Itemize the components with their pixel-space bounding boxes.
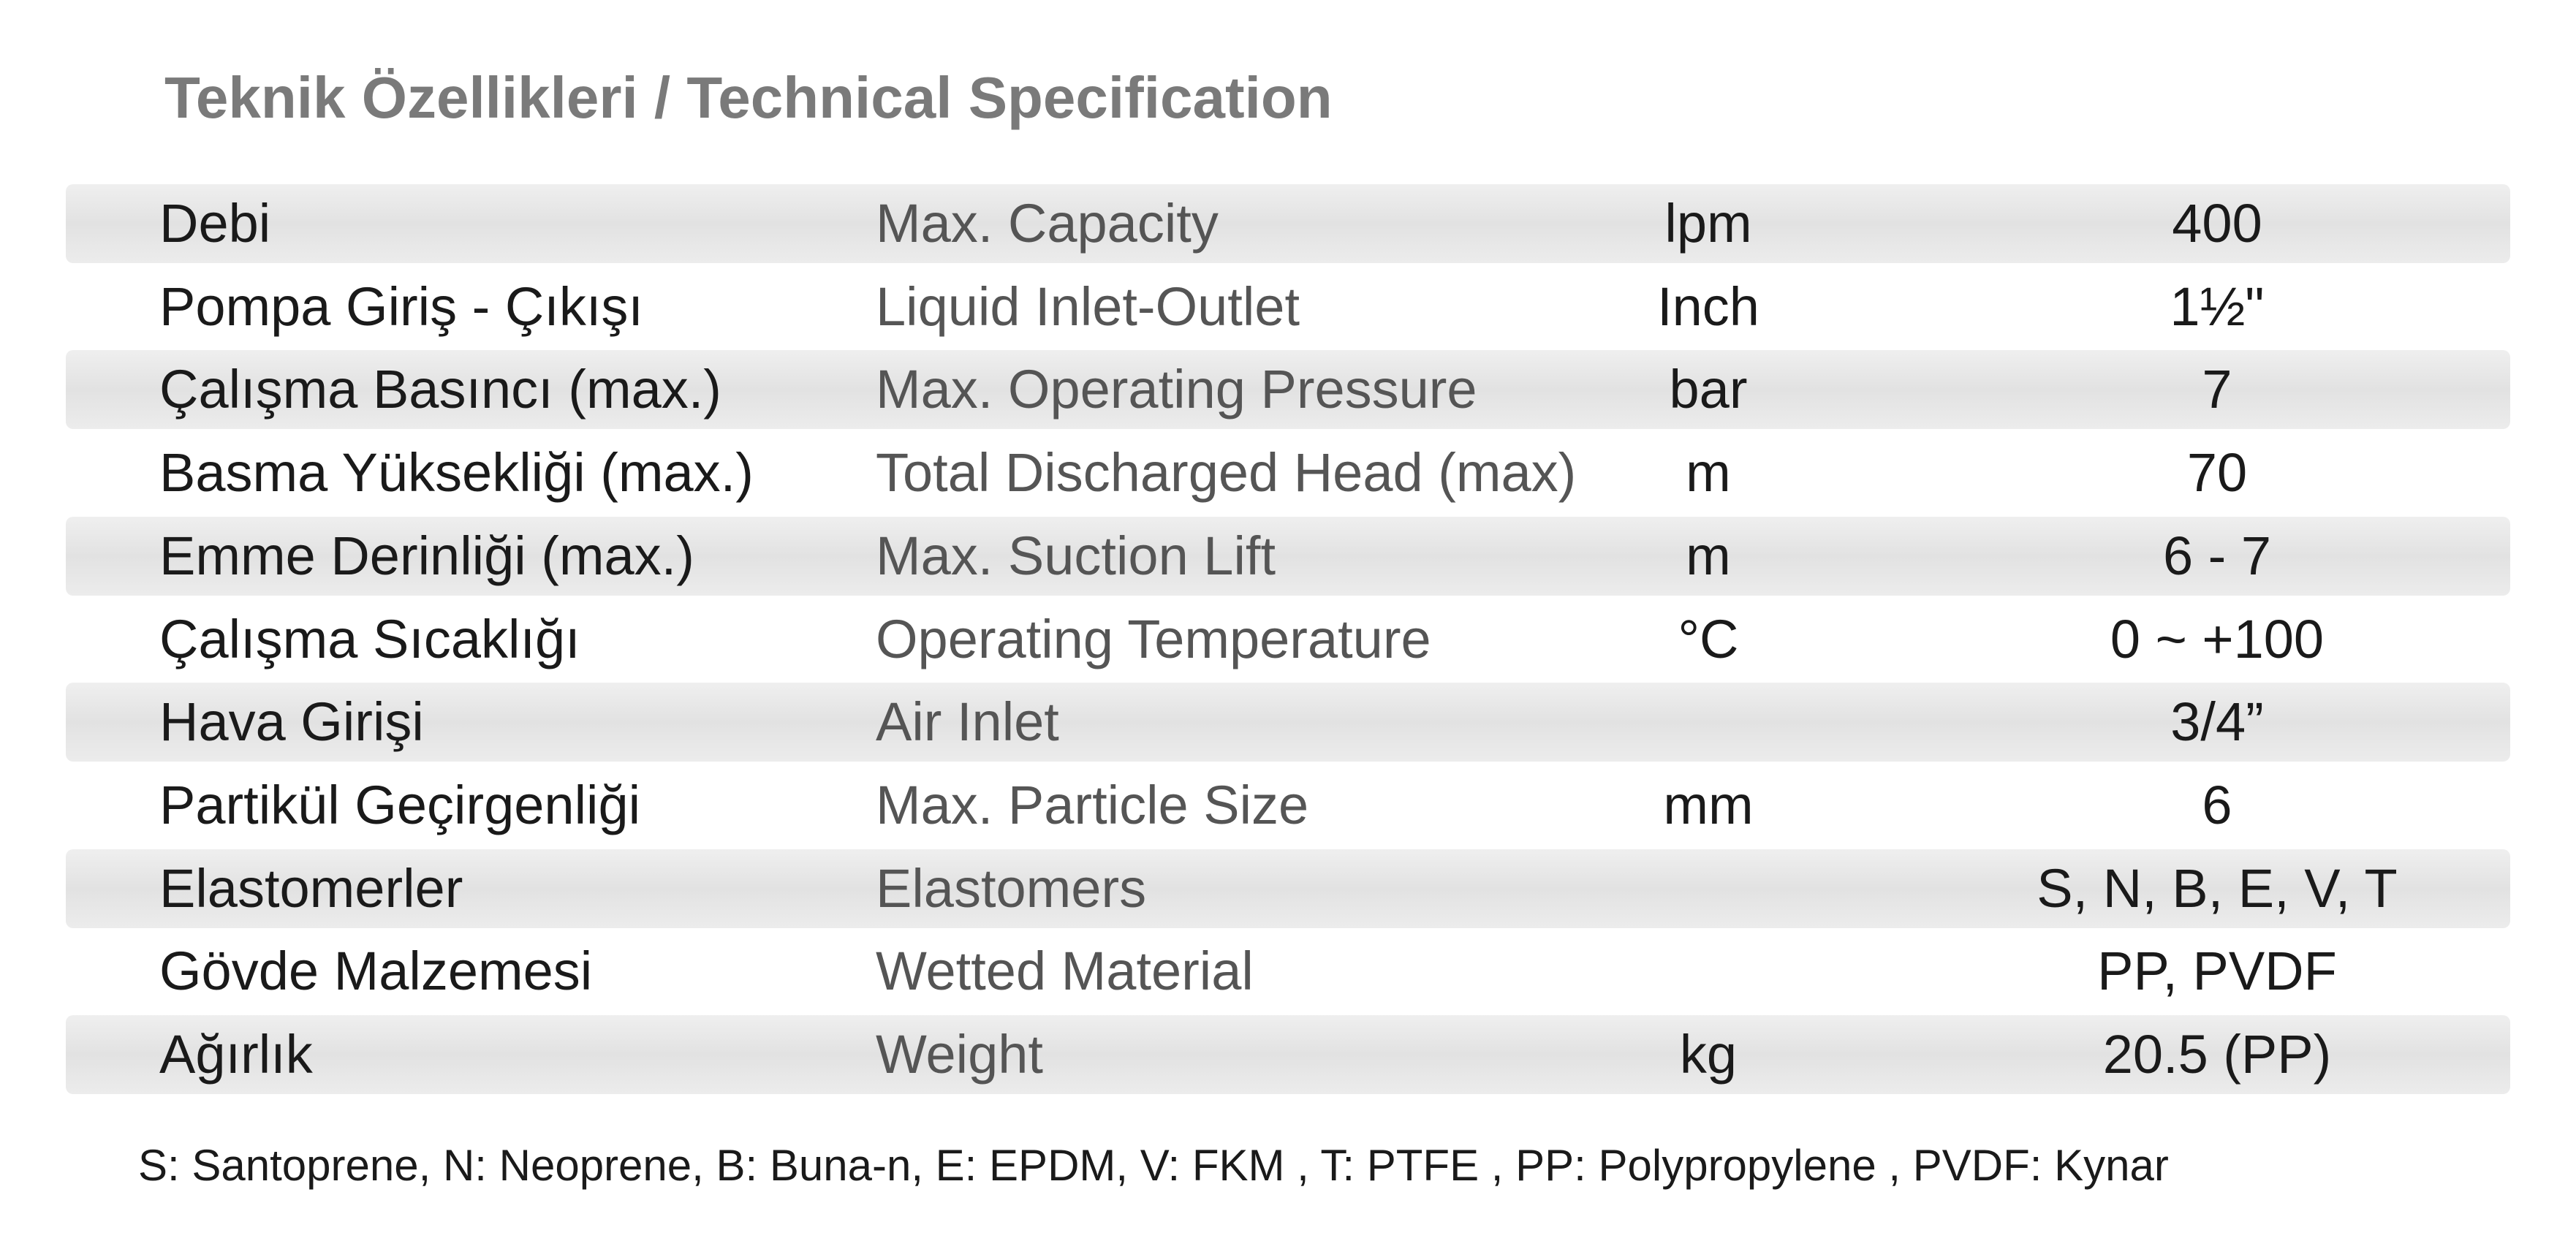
value: 6 xyxy=(2202,774,2232,835)
table-row: Gövde Malzemesi Wetted Material PP, PVDF xyxy=(66,932,2510,1011)
english-label: Max. Particle Size xyxy=(876,774,1309,835)
value: 6 - 7 xyxy=(2162,525,2272,586)
english-label: Operating Temperature xyxy=(876,608,1431,669)
turkish-label: Partikül Geçirgenliği xyxy=(159,774,641,835)
unit: lpm xyxy=(1664,193,1752,254)
value: 20.5 (PP) xyxy=(2102,1024,2332,1085)
unit: m xyxy=(1686,525,1731,586)
table-row: Ağırlık Weight kg 20.5 (PP) xyxy=(66,1015,2510,1094)
table-row: Debi Max. Capacity lpm 400 xyxy=(66,184,2510,263)
turkish-label: Ağırlık xyxy=(159,1024,313,1085)
english-label: Max. Operating Pressure xyxy=(876,359,1477,420)
turkish-label: Gövde Malzemesi xyxy=(159,941,593,1002)
turkish-label: Çalışma Sıcaklığı xyxy=(159,608,580,669)
english-label: Total Discharged Head (max) xyxy=(876,442,1577,504)
unit: m xyxy=(1686,442,1731,504)
turkish-label: Hava Girişi xyxy=(159,691,424,753)
value: S, N, B, E, V, T xyxy=(2037,857,2398,919)
english-label: Max. Capacity xyxy=(876,193,1219,254)
english-label: Wetted Material xyxy=(876,941,1254,1002)
table-row: Elastomerler Elastomers S, N, B, E, V, T xyxy=(66,849,2510,928)
unit: Inch xyxy=(1657,276,1759,337)
value: 0 ~ +100 xyxy=(2110,608,2325,669)
turkish-label: Basma Yüksekliği (max.) xyxy=(159,442,754,504)
unit: °C xyxy=(1678,608,1739,669)
unit: mm xyxy=(1663,774,1754,835)
english-label: Liquid Inlet-Outlet xyxy=(876,276,1300,337)
value: 400 xyxy=(2172,193,2262,254)
english-label: Max. Suction Lift xyxy=(876,525,1276,586)
turkish-label: Elastomerler xyxy=(159,857,463,919)
table-row: Basma Yüksekliği (max.) Total Discharged … xyxy=(66,433,2510,512)
table-row: Emme Derinliği (max.) Max. Suction Lift m 6… xyxy=(66,516,2510,596)
english-label: Elastomers xyxy=(876,857,1147,919)
title: Teknik Özellikleri / Technical Specifica… xyxy=(164,65,1333,130)
table-row: Çalışma Sıcaklığı Operating Temperature °C… xyxy=(66,600,2510,679)
value: 70 xyxy=(2186,442,2248,504)
table-row: Partikül Geçirgenliği Max. Particle Size m… xyxy=(66,766,2510,845)
table-row: Çalışma Basıncı (max.) Max. Operating Pre… xyxy=(66,350,2510,430)
table-row: Hava Girişi Air Inlet 3/4” xyxy=(66,683,2510,762)
unit: bar xyxy=(1669,359,1748,420)
english-label: Air Inlet xyxy=(876,691,1059,753)
turkish-label: Pompa Giriş - Çıkışı xyxy=(159,276,643,337)
footnote: S: Santoprene, N: Neoprene, B: Buna-n, E… xyxy=(138,1141,2169,1190)
unit: kg xyxy=(1679,1024,1738,1085)
turkish-label: Debi xyxy=(159,193,271,254)
turkish-label: Emme Derinliği (max.) xyxy=(159,525,694,586)
value: 1½" xyxy=(2170,276,2265,337)
value: 3/4” xyxy=(2170,691,2264,753)
english-label: Weight xyxy=(876,1024,1043,1085)
value: PP, PVDF xyxy=(2097,941,2337,1002)
turkish-label: Çalışma Basıncı (max.) xyxy=(159,359,721,420)
table-row: Pompa Giriş - Çıkışı Liquid Inlet-Outlet I… xyxy=(66,267,2510,346)
value: 7 xyxy=(2202,359,2232,420)
